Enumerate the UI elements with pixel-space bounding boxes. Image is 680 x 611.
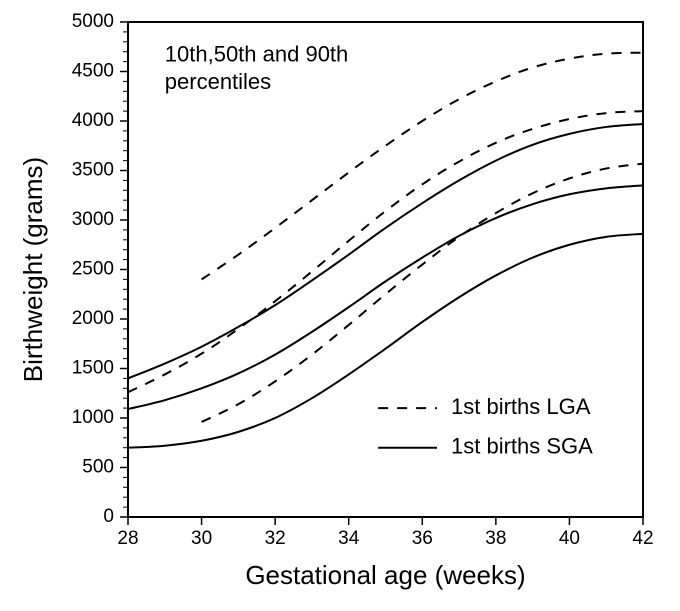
x-tick-label: 42 <box>632 528 653 549</box>
y-tick-label: 5000 <box>72 11 114 32</box>
y-tick-label: 2000 <box>72 308 114 329</box>
y-tick-label: 4000 <box>72 110 114 131</box>
birthweight-percentile-chart: 0 500 1000 1500 2000 2500 3000 3500 4000 4500 5000… <box>0 0 680 611</box>
x-tick-label: 36 <box>412 528 433 549</box>
chart-annotation: 10th,50th and 90th <box>165 42 348 67</box>
x-axis-label: Gestational age (weeks) <box>245 560 525 590</box>
legend-label-sga: 1st births SGA <box>451 434 593 459</box>
x-tick-label: 30 <box>191 528 212 549</box>
y-tick-label: 1500 <box>72 358 114 379</box>
y-tick-label: 1000 <box>72 407 114 428</box>
y-tick-label: 3500 <box>72 160 114 181</box>
y-tick-label: 500 <box>82 457 114 478</box>
y-tick-label: 4500 <box>72 61 114 82</box>
x-tick-label: 34 <box>338 528 360 549</box>
x-tick-label: 32 <box>265 528 286 549</box>
x-tick-label: 28 <box>117 528 138 549</box>
y-tick-label: 2500 <box>72 259 114 280</box>
y-tick-label: 0 <box>103 506 114 527</box>
y-axis-label: Birthweight (grams) <box>18 157 48 382</box>
x-tick-label: 40 <box>559 528 580 549</box>
y-tick-label: 3000 <box>72 209 114 230</box>
x-tick-label: 38 <box>485 528 506 549</box>
legend-label-lga: 1st births LGA <box>451 394 591 419</box>
chart-annotation: percentiles <box>165 69 271 94</box>
